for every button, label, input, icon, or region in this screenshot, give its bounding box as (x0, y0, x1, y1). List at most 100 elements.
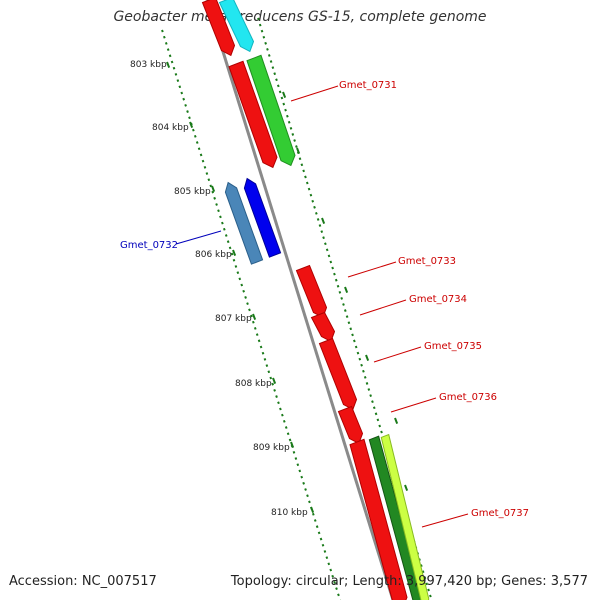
inner-track-dot (164, 42, 168, 45)
outer-track-dot (260, 29, 264, 33)
inner-track-dot (172, 66, 176, 70)
genome-backbone (205, 0, 395, 600)
kbp-tick (166, 61, 171, 68)
gene-feature-red[interactable] (201, 0, 236, 57)
outer-track-dot (300, 163, 304, 167)
inner-track-dot (321, 543, 325, 547)
outer-track-tick (282, 91, 287, 98)
inner-track-dot (176, 79, 180, 82)
gene-feature-gmet-0732-blue[interactable] (243, 177, 282, 258)
inner-track-dot (232, 258, 236, 262)
inner-track-dot (161, 29, 164, 33)
outer-track-dot (273, 72, 277, 76)
outer-track-dot (282, 102, 286, 106)
kbp-label: 806 kbp (195, 250, 232, 260)
gene-label-leader (347, 261, 397, 278)
gene-feature-gmet-0736[interactable] (337, 405, 364, 445)
outer-track-dot (293, 139, 296, 142)
outer-track-dot (262, 35, 266, 39)
inner-track-dot (182, 97, 186, 101)
outer-track-dot (369, 394, 372, 397)
outer-track-dot (380, 430, 383, 434)
gene-feature-cyan[interactable] (218, 0, 255, 53)
outer-track-tick (344, 286, 349, 293)
outer-track-dot (258, 23, 262, 27)
gene-feature-gmet-0735[interactable] (318, 337, 358, 411)
gene-feature-gmet-0733[interactable] (295, 264, 328, 319)
outer-track-dot (363, 375, 367, 379)
inner-track-dot (257, 339, 261, 343)
gene-feature-track (201, 0, 430, 600)
outer-track-dot (351, 333, 354, 337)
outer-track-dot (264, 41, 267, 45)
outer-track-dot (378, 424, 382, 428)
kbp-label: 808 kbp (235, 379, 272, 389)
gene-label-leader (421, 513, 469, 528)
gene-feature-gmet-0732-steel[interactable] (224, 181, 264, 265)
gene-label[interactable]: Gmet_0734 (409, 294, 467, 305)
gene-feature-gmet-0734[interactable] (310, 311, 336, 343)
gene-label-leader (290, 85, 339, 102)
gene-label[interactable]: Gmet_0736 (439, 392, 497, 403)
inner-track-dot (236, 271, 240, 275)
inner-track-dot (205, 172, 209, 175)
genome-backbone-line (205, 0, 395, 600)
outer-track-dot (329, 260, 333, 264)
outer-track-dot (287, 120, 291, 124)
outer-track-dot (275, 78, 278, 82)
gene-label[interactable]: Gmet_0731 (339, 80, 397, 91)
gene-label[interactable]: Gmet_0732 (120, 240, 178, 251)
inner-track-dot (203, 165, 207, 169)
inner-track-dot (279, 407, 282, 411)
outer-track-dot (325, 248, 329, 252)
inner-track-dot (335, 587, 338, 591)
outer-track-dot (360, 363, 363, 367)
outer-track-dot (376, 418, 380, 422)
gene-feature-dark-green[interactable] (368, 435, 424, 600)
gene-feature-gmet-0731-red[interactable] (228, 60, 278, 169)
outer-track-dot (257, 17, 260, 21)
inner-track-dot (253, 327, 257, 330)
outer-track-tick (404, 484, 409, 491)
kbp-label: 807 kbp (215, 314, 252, 324)
outer-track-dot (342, 303, 345, 306)
inner-track-dot (282, 419, 286, 423)
inner-track-dot (323, 550, 327, 553)
outer-track-tick (321, 217, 326, 224)
outer-track-dot (305, 181, 309, 185)
inner-track-dot (261, 351, 265, 355)
outer-track-dot (353, 339, 356, 343)
kbp-label: 810 kbp (271, 508, 308, 518)
outer-track-dot (286, 114, 289, 118)
outer-track-tick (296, 147, 301, 154)
inner-track-dot (337, 593, 340, 597)
inner-track-dot (184, 103, 187, 107)
inner-track-dot (163, 35, 166, 39)
inner-track-dot (219, 215, 222, 219)
inner-track-dot (333, 581, 336, 584)
outer-track-dot (423, 576, 427, 580)
gene-feature-gmet-0731-green[interactable] (246, 54, 296, 167)
outer-track-dot (269, 60, 273, 63)
gene-feature-gmet-0737[interactable] (349, 438, 408, 600)
inner-track-dot (188, 116, 191, 120)
kbp-label: 805 kbp (174, 187, 211, 197)
inner-track-dot (281, 413, 284, 417)
inner-track-dot (277, 401, 280, 405)
outer-track-dot (365, 382, 369, 385)
gene-label[interactable]: Gmet_0735 (424, 341, 482, 352)
outer-track-dot (331, 266, 334, 270)
outer-track-dot (324, 242, 327, 246)
topology-summary: Topology: circular; Length: 3,997,420 bp… (230, 574, 588, 589)
inner-track-dot (222, 227, 226, 231)
inner-track-dot (317, 531, 321, 535)
outer-track-dot (280, 96, 284, 100)
gene-label-leader (390, 397, 437, 413)
inner-track-dot (329, 568, 333, 572)
inner-track-dot (308, 500, 311, 504)
gene-feature-lime[interactable] (380, 433, 430, 600)
gene-label[interactable]: Gmet_0737 (471, 508, 529, 519)
gene-label[interactable]: Gmet_0733 (398, 256, 456, 267)
outer-track-dot (420, 564, 423, 568)
